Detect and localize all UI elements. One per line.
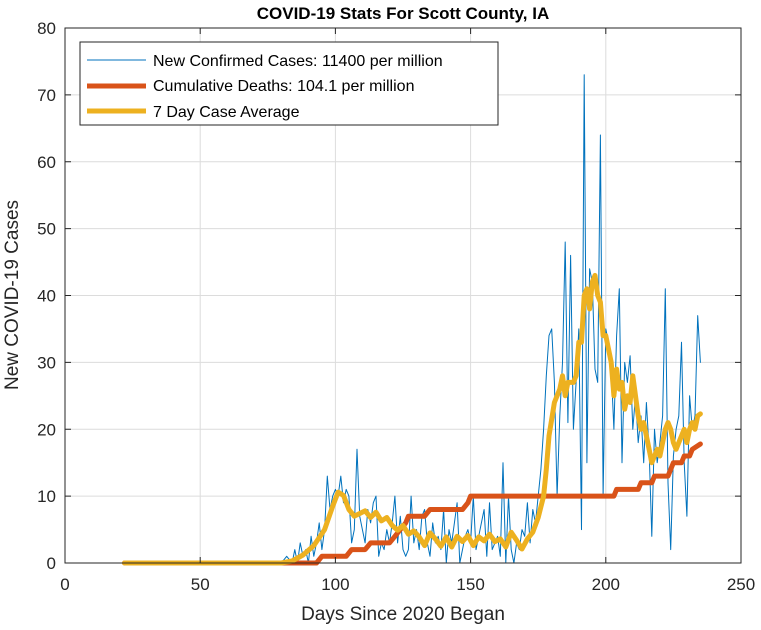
x-axis-label: Days Since 2020 Began	[301, 604, 505, 625]
y-tick-label: 40	[37, 287, 56, 306]
chart-title: COVID-19 Stats For Scott County, IA	[257, 4, 550, 23]
series-layer	[122, 74, 703, 566]
y-tick-label: 80	[37, 19, 56, 38]
y-tick-label: 70	[37, 86, 56, 105]
y-tick-label: 10	[37, 487, 56, 506]
legend-label-new-cases: New Confirmed Cases: 11400 per million	[153, 53, 443, 70]
x-tick-label: 150	[456, 575, 484, 594]
series-line-new-cases	[124, 74, 701, 564]
x-tick-label: 50	[191, 575, 210, 594]
legend-box	[79, 41, 499, 126]
legend-label-average: 7 Day Case Average	[153, 104, 300, 121]
axis-ticks	[64, 27, 742, 564]
y-axis-label: New COVID-19 Cases	[2, 200, 23, 390]
x-tick-label: 200	[592, 575, 620, 594]
x-tick-label: 0	[60, 575, 69, 594]
legend-label-deaths: Cumulative Deaths: 104.1 per million	[153, 78, 414, 95]
series-line-7-day-average	[122, 272, 703, 566]
y-tick-label: 50	[37, 220, 56, 239]
legend: New Confirmed Cases: 11400 per million C…	[79, 41, 499, 126]
y-tick-label: 20	[37, 420, 56, 439]
series-line-cumulative-deaths	[122, 441, 703, 566]
y-tick-labels: 0 10 20 30 40 50 60 70 80	[37, 19, 56, 573]
y-tick-label: 60	[37, 153, 56, 172]
x-tick-label: 250	[727, 575, 755, 594]
y-tick-label: 0	[47, 554, 56, 573]
x-tick-labels: 0 50 100 150 200 250	[60, 575, 755, 594]
y-tick-label: 30	[37, 353, 56, 372]
x-tick-label: 100	[321, 575, 349, 594]
